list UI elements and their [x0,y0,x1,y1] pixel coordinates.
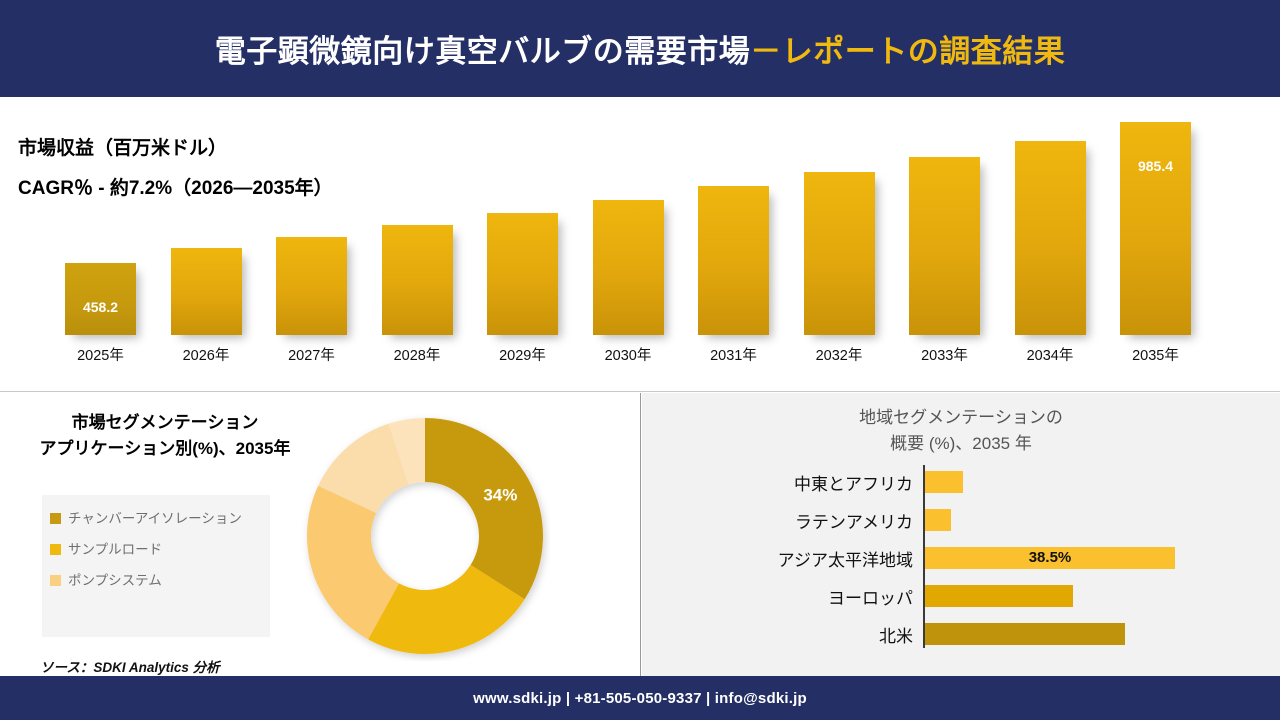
region-bar: 38.5% [925,547,1175,569]
revenue-bar-year-label: 2030年 [604,348,652,364]
revenue-bar: 458.2 2025年 [65,263,136,364]
revenue-bar: 2026年 [170,248,242,364]
revenue-bar-column: 2029年 [487,213,558,364]
revenue-bar: 2032年 [803,172,875,364]
region-title-line1: 地域セグメンテーションの [859,408,1063,427]
region-bar-row: 中東とアフリカ [642,471,1280,494]
region-bar-value: 38.5% [1028,549,1072,566]
page-title-main: 電子顕微鏡向け真空バルブの需要市場 [214,34,751,69]
revenue-bar-column: 2034年 [1014,141,1086,364]
revenue-bar: 2030年 [592,200,664,364]
donut-chart-title: 市場セグメンテーション アプリケーション別(%)、2035年 [0,410,330,461]
revenue-bar-column: 2030年 [592,200,664,364]
page-header: 電子顕微鏡向け真空バルブの需要市場－レポートの調査結果 [0,0,1280,97]
region-bar-chart: 中東とアフリカ ラテンアメリカアジア太平洋地域 38.5% ヨーロッパ北米 [642,465,1280,660]
legend-item: サンプルロード [42,540,270,561]
legend-item: チャンバーアイソレーション [42,509,270,530]
region-bar-row: ヨーロッパ [642,585,1280,608]
page-footer: www.sdki.jp | +81-505-050-9337 | info@sd… [0,676,1280,720]
region-name-label: アジア太平洋地域 [777,550,913,570]
revenue-labels: 市場収益（百万米ドル） CAGR％ - 約7.2%（2026―2035年） [18,133,333,200]
legend-swatch-icon [50,513,61,524]
regional-segmentation-panel: 地域セグメンテーションの 概要 (%)、2035 年 中東とアフリカ ラテンアメリ… [642,393,1280,676]
donut-chart: 34% [300,411,570,663]
revenue-label: 市場収益（百万米ドル） [18,138,228,159]
revenue-bar-column: 458.2 2025年 [65,263,136,364]
legend-swatch-icon [50,543,61,555]
region-bar-row: ラテンアメリカ [642,509,1280,532]
region-bar [925,509,951,531]
revenue-bar-column: 2032年 [803,172,875,364]
page-title: 電子顕微鏡向け真空バルブの需要市場－レポートの調査結果 [215,26,1066,71]
revenue-bar-year-label: 2033年 [921,348,968,364]
revenue-bar-column: 2026年 [170,248,242,364]
region-name-label: 北米 [879,626,913,646]
revenue-bar-year-label: 2026年 [182,348,230,364]
revenue-bar-column: 985.4 2035年 [1120,122,1191,364]
revenue-bar-year-label: 2028年 [393,348,441,364]
revenue-bar: 2029年 [487,213,558,364]
region-bar [925,585,1073,607]
revenue-bar-value: 458.2 [82,299,119,315]
footer-contact: www.sdki.jp | +81-505-050-9337 | info@sd… [473,689,807,707]
donut-legend: チャンバーアイソレーション サンプルロード ポンプシステム [42,495,270,637]
region-bar-row: アジア太平洋地域 38.5% [642,547,1280,570]
region-chart-title: 地域セグメンテーションの 概要 (%)、2035 年 [642,405,1280,458]
application-segmentation-panel: 市場セグメンテーション アプリケーション別(%)、2035年 チャンバーアイソレ… [0,393,641,676]
revenue-bar-value: 985.4 [1137,158,1174,174]
revenue-bar-year-label: 2025年 [77,348,124,364]
legend-swatch-icon [50,574,61,586]
revenue-bar: 2031年 [698,186,769,364]
donut-title-line1: 市場セグメンテーション [71,413,259,432]
legend-item-label: チャンバーアイソレーション [68,511,242,527]
region-title-line2: 概要 (%)、2035 年 [890,434,1032,454]
legend-item-label: ポンプシステム [68,572,162,589]
revenue-bar: 2033年 [909,157,980,364]
region-axis-line [923,465,925,648]
revenue-bar-year-label: 2035年 [1132,348,1179,364]
region-bar [925,471,963,493]
donut-value-label: 34% [483,486,517,505]
revenue-bar-column: 2027年 [276,237,347,364]
region-name-label: 中東とアフリカ [794,474,913,494]
legend-item-label: サンプルロード [68,541,163,558]
revenue-bar-column: 2028年 [381,225,453,364]
donut-segment [318,423,409,514]
revenue-bar-year-label: 2027年 [288,348,335,364]
legend-item: ポンプシステム [42,571,270,592]
revenue-bar-year-label: 2029年 [499,348,546,364]
region-bar-row: 北米 [642,623,1280,646]
revenue-bar-column: 2031年 [698,186,769,364]
donut-title-line2: アプリケーション別(%)、2035年 [39,438,291,458]
region-bar [925,623,1125,645]
donut-segment [425,418,543,600]
region-name-label: ラテンアメリカ [794,512,913,532]
revenue-bar: 2028年 [381,225,453,364]
region-name-label: ヨーロッパ [828,588,913,608]
market-revenue-section: 市場収益（百万米ドル） CAGR％ - 約7.2%（2026―2035年） 45… [0,97,1280,392]
revenue-bar-year-label: 2034年 [1026,348,1074,364]
revenue-bar: 2027年 [276,237,347,364]
revenue-bar-column: 2033年 [909,157,980,364]
revenue-bar: 985.4 2035年 [1120,122,1191,364]
revenue-bar-year-label: 2031年 [710,348,757,364]
cagr-label: CAGR％ - 約7.2%（2026―2035年） [18,178,333,199]
donut-segment [368,564,525,654]
revenue-bar-year-label: 2032年 [815,348,863,364]
revenue-bar: 2034年 [1014,141,1086,364]
donut-segment [388,418,425,485]
page-title-accent: －レポートの調査結果 [750,34,1066,69]
donut-segment [307,485,399,640]
revenue-bar-chart: 458.2 2025年 2026年 2027年 2028年 2029年 2030年 2031年… [0,97,1280,392]
source-note: ソース：SDKI Analytics 分析 [40,660,220,675]
donut-svg: 34% [307,418,543,654]
